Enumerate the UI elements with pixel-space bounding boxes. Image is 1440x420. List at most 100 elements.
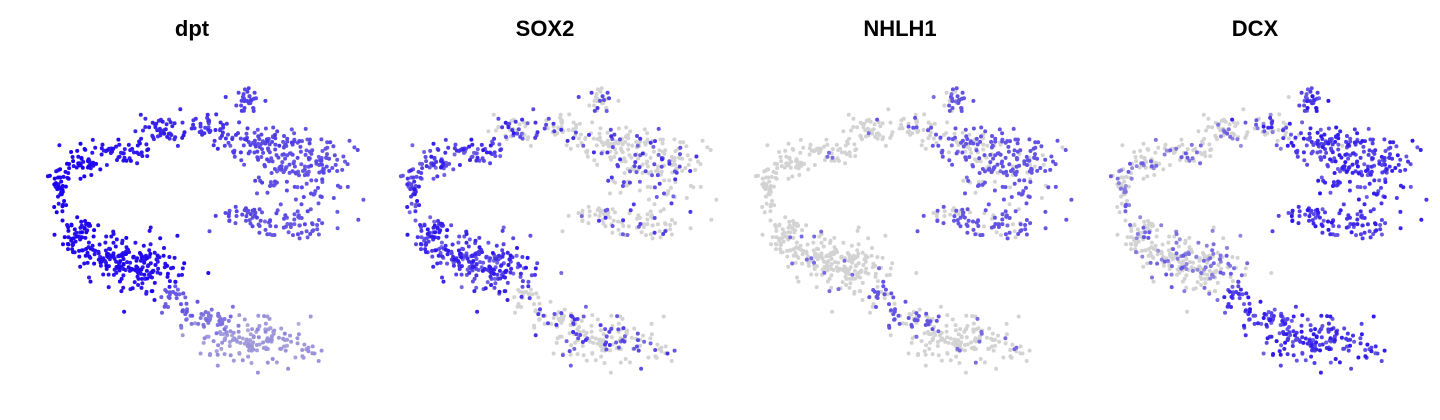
cell-point-nhlh1 bbox=[914, 334, 919, 339]
cell-point-nhlh1 bbox=[956, 338, 961, 343]
cell-point-dpt bbox=[86, 157, 91, 162]
cell-point-nhlh1 bbox=[816, 151, 821, 155]
cell-point-nhlh1 bbox=[991, 224, 996, 229]
cell-point-dpt bbox=[259, 132, 264, 137]
cell-point-dcx bbox=[1191, 287, 1196, 292]
cell-point-nhlh1 bbox=[870, 246, 874, 250]
cell-point-nhlh1 bbox=[774, 247, 778, 252]
cell-point-dcx bbox=[1146, 219, 1150, 223]
cell-point-dpt bbox=[74, 230, 79, 235]
cell-point-dpt bbox=[239, 158, 244, 163]
cell-point-sox2 bbox=[648, 336, 653, 341]
cell-point-sox2 bbox=[422, 150, 427, 154]
cell-point-nhlh1 bbox=[981, 142, 986, 147]
cell-point-nhlh1 bbox=[1048, 167, 1053, 172]
cell-point-nhlh1 bbox=[1053, 162, 1058, 167]
cell-point-sox2 bbox=[501, 225, 506, 230]
cell-point-dpt bbox=[302, 167, 307, 172]
cell-point-nhlh1 bbox=[800, 261, 805, 266]
cell-point-nhlh1 bbox=[824, 137, 829, 142]
cell-point-dcx bbox=[1122, 179, 1127, 184]
cell-point-dpt bbox=[250, 327, 255, 332]
cell-point-sox2 bbox=[686, 162, 691, 167]
cell-point-dcx bbox=[1379, 218, 1384, 222]
cell-point-dpt bbox=[114, 144, 119, 149]
cell-point-dpt bbox=[264, 347, 269, 352]
cell-point-nhlh1 bbox=[760, 205, 765, 209]
cell-point-sox2 bbox=[621, 224, 626, 228]
cell-point-dcx bbox=[1369, 164, 1374, 169]
cell-point-dcx bbox=[1299, 323, 1304, 328]
cell-point-dcx bbox=[1348, 139, 1353, 144]
cell-point-dcx bbox=[1348, 343, 1352, 348]
cell-point-dcx bbox=[1379, 185, 1383, 190]
cell-point-sox2 bbox=[632, 164, 637, 169]
cell-point-sox2 bbox=[451, 263, 456, 268]
cell-point-nhlh1 bbox=[960, 150, 965, 155]
cell-point-dcx bbox=[1127, 203, 1132, 208]
cell-point-dcx bbox=[1184, 262, 1189, 266]
cell-point-dpt bbox=[223, 95, 228, 99]
cell-point-nhlh1 bbox=[885, 292, 890, 297]
cell-point-nhlh1 bbox=[973, 347, 978, 351]
cell-point-dcx bbox=[1285, 327, 1290, 332]
cell-point-nhlh1 bbox=[779, 250, 783, 255]
cell-point-dcx bbox=[1359, 321, 1364, 326]
cell-point-dpt bbox=[120, 241, 125, 246]
cell-point-nhlh1 bbox=[955, 94, 960, 99]
cell-point-nhlh1 bbox=[1064, 217, 1069, 222]
cell-point-dcx bbox=[1351, 151, 1356, 156]
cell-point-dcx bbox=[1267, 318, 1272, 323]
cell-point-dpt bbox=[335, 209, 340, 214]
cell-point-nhlh1 bbox=[1010, 167, 1015, 172]
cell-point-dpt bbox=[254, 343, 259, 347]
cell-point-sox2 bbox=[432, 219, 437, 224]
cell-point-nhlh1 bbox=[882, 292, 887, 297]
cell-point-nhlh1 bbox=[892, 317, 897, 322]
cell-point-dpt bbox=[251, 334, 256, 339]
cell-point-dpt bbox=[256, 157, 261, 162]
cell-point-dpt bbox=[246, 343, 251, 348]
cell-point-dpt bbox=[320, 177, 325, 182]
cell-point-sox2 bbox=[598, 328, 603, 333]
cell-point-nhlh1 bbox=[842, 258, 847, 263]
cell-point-dpt bbox=[271, 125, 276, 130]
cell-point-sox2 bbox=[424, 159, 429, 164]
cell-point-dpt bbox=[94, 161, 99, 166]
cell-point-dcx bbox=[1245, 261, 1250, 266]
cell-point-sox2 bbox=[670, 158, 675, 163]
cell-point-dpt bbox=[56, 175, 61, 180]
cell-point-dcx bbox=[1263, 132, 1268, 137]
cell-point-sox2 bbox=[698, 184, 703, 189]
cell-point-dpt bbox=[305, 235, 310, 240]
cell-point-dpt bbox=[233, 204, 238, 209]
cell-point-sox2 bbox=[602, 98, 606, 102]
cell-point-dcx bbox=[1270, 119, 1275, 124]
cell-point-sox2 bbox=[496, 116, 501, 121]
cell-point-nhlh1 bbox=[883, 287, 888, 292]
cell-point-dpt bbox=[227, 218, 232, 223]
cell-point-dcx bbox=[1174, 240, 1179, 245]
cell-point-nhlh1 bbox=[764, 168, 768, 173]
cell-point-dcx bbox=[1200, 251, 1205, 255]
cell-point-nhlh1 bbox=[998, 142, 1003, 147]
cell-point-dpt bbox=[93, 145, 98, 150]
cell-point-dpt bbox=[301, 195, 306, 199]
cell-point-dpt bbox=[69, 236, 74, 241]
cell-point-sox2 bbox=[405, 176, 410, 181]
cell-point-dpt bbox=[150, 289, 155, 294]
cell-point-dpt bbox=[316, 218, 321, 222]
cell-point-nhlh1 bbox=[971, 321, 976, 326]
cell-point-sox2 bbox=[493, 281, 498, 286]
cell-point-dpt bbox=[215, 146, 220, 151]
cell-point-dpt bbox=[70, 243, 75, 248]
cell-point-dcx bbox=[1289, 318, 1294, 323]
cell-point-dcx bbox=[1340, 166, 1345, 171]
cell-point-sox2 bbox=[518, 263, 523, 268]
cell-point-nhlh1 bbox=[906, 121, 911, 126]
cell-point-nhlh1 bbox=[873, 134, 878, 139]
cell-point-sox2 bbox=[584, 358, 589, 363]
cell-point-dcx bbox=[1344, 336, 1349, 341]
cell-point-dcx bbox=[1283, 340, 1288, 345]
cell-point-dpt bbox=[129, 267, 134, 272]
